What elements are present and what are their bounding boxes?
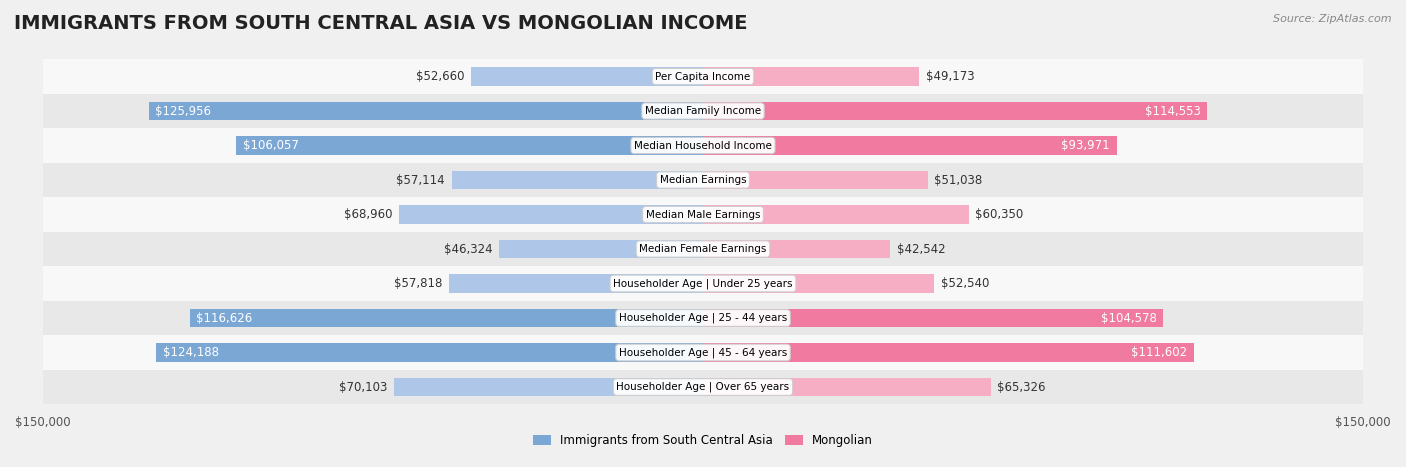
Bar	[703, 274, 934, 293]
Text: $116,626: $116,626	[197, 311, 253, 325]
Text: $57,818: $57,818	[394, 277, 441, 290]
Text: $60,350: $60,350	[976, 208, 1024, 221]
Bar	[449, 274, 703, 293]
Text: $52,660: $52,660	[416, 70, 464, 83]
Bar	[42, 370, 1364, 404]
Bar	[42, 232, 1364, 266]
Text: IMMIGRANTS FROM SOUTH CENTRAL ASIA VS MONGOLIAN INCOME: IMMIGRANTS FROM SOUTH CENTRAL ASIA VS MO…	[14, 14, 748, 33]
Text: Householder Age | 45 - 64 years: Householder Age | 45 - 64 years	[619, 347, 787, 358]
Text: Per Capita Income: Per Capita Income	[655, 71, 751, 82]
Text: $42,542: $42,542	[897, 242, 945, 255]
Bar	[42, 59, 1364, 94]
Text: $104,578: $104,578	[1101, 311, 1157, 325]
Text: Median Household Income: Median Household Income	[634, 141, 772, 150]
Text: $70,103: $70,103	[339, 381, 388, 394]
Bar	[399, 205, 703, 224]
Bar	[395, 377, 703, 396]
Text: $46,324: $46,324	[444, 242, 492, 255]
Bar	[703, 67, 920, 86]
Bar	[703, 101, 1208, 120]
Bar	[451, 170, 703, 190]
Text: $52,540: $52,540	[941, 277, 990, 290]
Text: $93,971: $93,971	[1062, 139, 1109, 152]
Text: $111,602: $111,602	[1132, 346, 1188, 359]
Text: Householder Age | 25 - 44 years: Householder Age | 25 - 44 years	[619, 313, 787, 323]
Bar	[42, 335, 1364, 370]
Text: Median Female Earnings: Median Female Earnings	[640, 244, 766, 254]
Bar	[703, 136, 1116, 155]
Bar	[42, 301, 1364, 335]
Text: Householder Age | Over 65 years: Householder Age | Over 65 years	[616, 382, 790, 392]
Text: Median Earnings: Median Earnings	[659, 175, 747, 185]
Bar	[703, 343, 1194, 362]
Bar	[703, 309, 1163, 327]
Text: $124,188: $124,188	[163, 346, 219, 359]
Bar	[499, 240, 703, 259]
Bar	[42, 128, 1364, 163]
Bar	[42, 94, 1364, 128]
Text: Median Male Earnings: Median Male Earnings	[645, 210, 761, 219]
Text: Householder Age | Under 25 years: Householder Age | Under 25 years	[613, 278, 793, 289]
Text: $49,173: $49,173	[927, 70, 974, 83]
Text: Source: ZipAtlas.com: Source: ZipAtlas.com	[1274, 14, 1392, 24]
Bar	[703, 170, 928, 190]
Bar	[703, 205, 969, 224]
Bar	[703, 377, 990, 396]
Bar	[156, 343, 703, 362]
Text: Median Family Income: Median Family Income	[645, 106, 761, 116]
Legend: Immigrants from South Central Asia, Mongolian: Immigrants from South Central Asia, Mong…	[529, 430, 877, 452]
Bar	[42, 197, 1364, 232]
Bar	[471, 67, 703, 86]
Bar	[42, 163, 1364, 197]
Text: $57,114: $57,114	[396, 174, 446, 186]
Bar	[190, 309, 703, 327]
Text: $125,956: $125,956	[155, 105, 211, 118]
Text: $68,960: $68,960	[344, 208, 392, 221]
Text: $106,057: $106,057	[243, 139, 298, 152]
Bar	[236, 136, 703, 155]
Bar	[42, 266, 1364, 301]
Bar	[703, 240, 890, 259]
Bar	[149, 101, 703, 120]
Text: $65,326: $65,326	[997, 381, 1046, 394]
Text: $114,553: $114,553	[1144, 105, 1201, 118]
Text: $51,038: $51,038	[934, 174, 983, 186]
